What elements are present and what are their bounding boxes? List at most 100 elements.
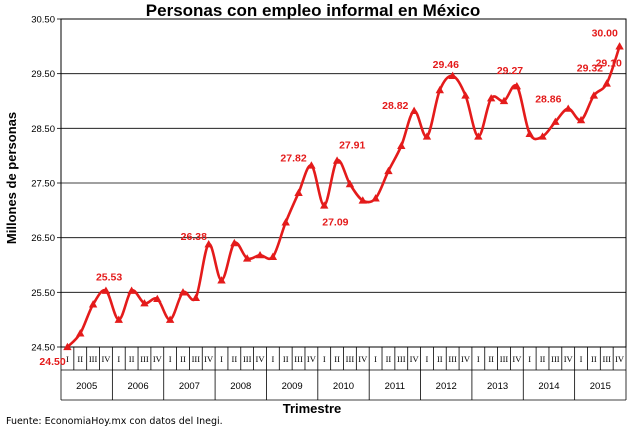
quarter-tick-label: II	[283, 354, 289, 364]
quarter-tick-label: III	[346, 354, 355, 364]
quarter-tick-label: III	[602, 354, 611, 364]
year-label: 2006	[127, 381, 148, 392]
quarter-tick-label: I	[66, 354, 69, 364]
quarter-tick-label: II	[591, 354, 597, 364]
quarter-tick-label: III	[192, 354, 201, 364]
data-label: 30.00	[592, 27, 618, 39]
quarter-tick-label: I	[117, 354, 120, 364]
data-label: 29.10	[596, 57, 622, 69]
data-point-marker	[307, 161, 316, 169]
data-point-marker	[217, 276, 226, 284]
data-point-marker	[165, 315, 175, 323]
quarter-tick-label: II	[488, 354, 494, 364]
data-label: 27.82	[280, 153, 306, 165]
x-axis: I II III IV I II III IV I II III IV I II III IV I II III IV…	[60, 347, 627, 401]
data-point-marker	[512, 82, 522, 90]
quarter-tick-label: II	[540, 354, 546, 364]
data-point-marker	[397, 141, 406, 149]
quarter-tick-label: III	[243, 354, 252, 364]
quarter-tick-label: II	[437, 354, 443, 364]
data-point-marker	[63, 342, 72, 351]
data-label: 29.46	[433, 59, 459, 71]
data-point-marker	[461, 91, 470, 99]
data-point-marker	[101, 286, 111, 294]
year-label: 2013	[487, 381, 508, 392]
data-label: 27.91	[339, 140, 365, 152]
data-point-marker	[358, 196, 367, 204]
data-point-marker	[409, 106, 419, 114]
data-point-marker	[204, 240, 213, 248]
data-point-marker	[435, 85, 445, 94]
data-label: 28.86	[535, 94, 561, 106]
y-tick-label: 29.50	[31, 69, 55, 80]
data-point-marker	[242, 254, 252, 262]
data-point-marker	[255, 250, 265, 259]
data-point-marker	[384, 166, 393, 175]
x-axis-label: Trimestre	[283, 401, 342, 416]
y-tick-label: 30.50	[31, 15, 55, 26]
y-tick-label: 24.50	[31, 343, 55, 354]
data-point-marker	[230, 238, 239, 247]
year-label: 2014	[538, 381, 559, 392]
quarter-tick-label: I	[271, 354, 274, 364]
year-label: 2009	[282, 381, 303, 392]
quarter-tick-label: III	[500, 354, 509, 364]
quarter-tick-label: II	[180, 354, 186, 364]
data-point-marker	[178, 288, 188, 296]
quarter-tick-label: IV	[461, 354, 471, 364]
data-label: 27.09	[322, 216, 348, 228]
quarter-tick-label: IV	[204, 354, 214, 364]
y-tick-label: 28.50	[31, 124, 55, 135]
data-point-marker	[589, 91, 599, 99]
year-label: 2005	[76, 381, 97, 392]
quarter-tick-label: IV	[101, 354, 111, 364]
data-label: 29.27	[497, 65, 523, 77]
data-point-marker	[294, 188, 303, 196]
quarter-tick-label: IV	[307, 354, 317, 364]
year-label: 2015	[590, 381, 611, 392]
data-point-marker	[525, 129, 534, 137]
data-point-marker	[114, 315, 123, 323]
y-axis-ticks: 30.50 29.50 28.50 27.50 26.50 25.50 24.50	[31, 15, 61, 354]
quarter-tick-label: IV	[153, 354, 163, 364]
quarter-tick-label: IV	[256, 354, 266, 364]
series-line	[66, 45, 621, 348]
quarter-tick-label: II	[129, 354, 135, 364]
series	[63, 42, 624, 351]
year-label: 2012	[436, 381, 457, 392]
y-tick-label: 26.50	[31, 233, 55, 244]
year-label: 2008	[230, 381, 251, 392]
year-label: 2011	[385, 381, 405, 392]
quarter-tick-label: I	[426, 354, 429, 364]
quarter-tick-label: I	[220, 354, 223, 364]
data-label: 25.53	[96, 272, 122, 284]
data-point-marker	[422, 132, 432, 140]
data-point-marker	[140, 299, 149, 307]
quarter-tick-label: I	[580, 354, 583, 364]
data-point-marker	[88, 300, 98, 308]
quarter-tick-label: I	[477, 354, 480, 364]
data-point-marker	[615, 42, 624, 50]
quarter-tick-label: I	[323, 354, 326, 364]
data-point-marker	[268, 252, 278, 260]
data-point-marker	[153, 294, 162, 303]
quarter-tick-label: III	[294, 354, 303, 364]
quarter-tick-label: III	[140, 354, 149, 364]
quarter-tick-label: III	[551, 354, 560, 364]
data-point-marker	[576, 115, 586, 124]
quarter-tick-label: II	[334, 354, 340, 364]
chart-title: Personas con empleo informal en México	[146, 1, 480, 20]
data-point-marker	[345, 179, 355, 188]
quarter-tick-label: IV	[564, 354, 574, 364]
data-point-marker	[191, 293, 201, 301]
data-point-marker	[551, 117, 560, 125]
data-point-marker	[448, 71, 457, 80]
grid	[60, 18, 627, 348]
year-label: 2007	[179, 381, 200, 392]
quarter-tick-label: I	[528, 354, 531, 364]
data-point-marker	[76, 329, 85, 337]
quarter-tick-label: IV	[512, 354, 522, 364]
y-axis-label: Millones de personas	[4, 112, 19, 244]
data-label: 26.38	[181, 231, 207, 243]
